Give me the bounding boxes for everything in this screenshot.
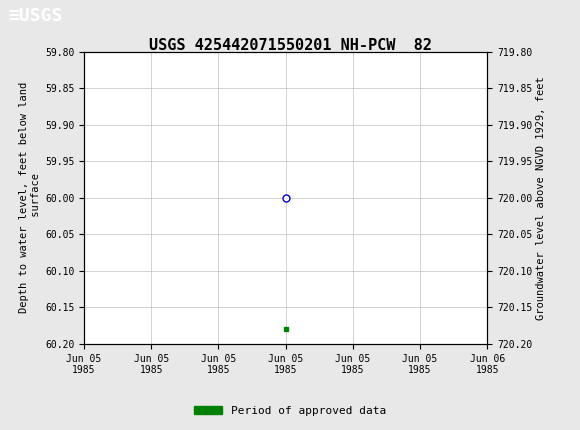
Legend: Period of approved data: Period of approved data: [190, 401, 390, 420]
Text: ≡USGS: ≡USGS: [9, 7, 63, 25]
Y-axis label: Depth to water level, feet below land
 surface: Depth to water level, feet below land su…: [19, 82, 41, 313]
Y-axis label: Groundwater level above NGVD 1929, feet: Groundwater level above NGVD 1929, feet: [536, 76, 546, 319]
Text: USGS 425442071550201 NH-PCW  82: USGS 425442071550201 NH-PCW 82: [148, 38, 432, 52]
